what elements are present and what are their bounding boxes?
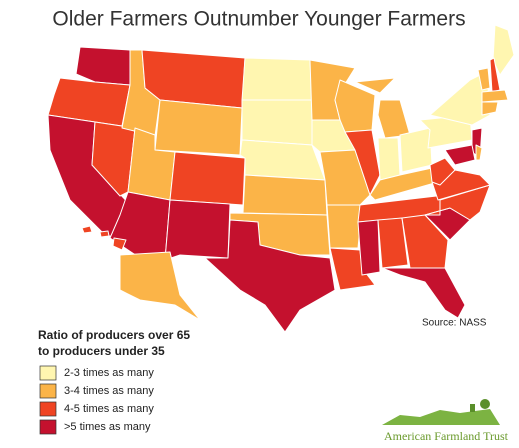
state <box>239 139 326 181</box>
state <box>169 151 246 206</box>
state <box>204 219 336 333</box>
legend-label: 3-4 times as many <box>64 385 154 397</box>
state <box>241 99 313 146</box>
state <box>164 199 231 261</box>
state <box>481 101 499 116</box>
legend-label: >5 times as many <box>64 421 151 433</box>
legend-heading: Ratio of producers over 65 <box>38 328 190 342</box>
state <box>429 157 456 186</box>
map <box>47 24 515 333</box>
legend-swatch <box>39 401 57 417</box>
legend-swatch <box>39 419 57 435</box>
state <box>241 57 313 101</box>
state <box>112 237 127 251</box>
footer: American Farmland Trust <box>384 429 509 443</box>
source: Source: NASS <box>422 318 487 329</box>
legend-label: 2-3 times as many <box>64 367 154 379</box>
state <box>377 99 411 139</box>
state <box>477 67 491 91</box>
title: Older Farmers Outnumber Younger Farmers <box>52 8 465 31</box>
state <box>81 225 93 234</box>
state <box>154 99 243 156</box>
state <box>377 217 409 269</box>
state <box>399 127 433 173</box>
legend-label: 4-5 times as many <box>64 403 154 415</box>
state <box>99 230 110 238</box>
state <box>75 46 131 86</box>
logo-icon <box>382 399 500 425</box>
legend-swatch <box>39 365 57 381</box>
state <box>344 129 381 196</box>
state <box>424 184 491 221</box>
state <box>475 144 483 161</box>
state <box>481 89 509 103</box>
legend-swatch <box>39 383 57 399</box>
state <box>444 144 476 166</box>
state <box>381 267 466 319</box>
state <box>401 214 449 269</box>
state <box>326 204 363 249</box>
state <box>492 24 515 76</box>
state <box>377 137 401 181</box>
legend: 2-3 times as many 3-4 times as many 4-5 ti… <box>39 365 154 435</box>
legend-heading: to producers under 35 <box>38 344 165 358</box>
state <box>354 77 396 94</box>
state <box>119 251 201 321</box>
state <box>242 174 328 216</box>
state <box>357 219 381 276</box>
